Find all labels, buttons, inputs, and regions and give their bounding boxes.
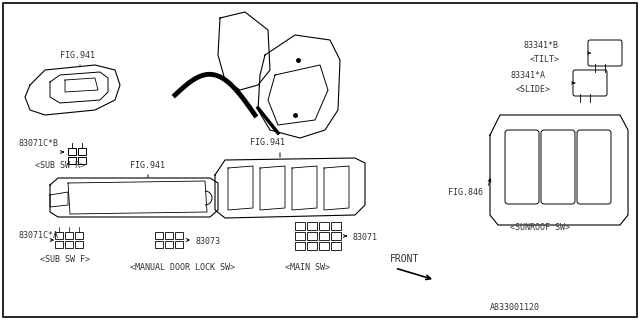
Bar: [165, 232, 173, 239]
Bar: [165, 241, 173, 248]
Bar: [55, 232, 63, 239]
Bar: [68, 157, 76, 164]
Bar: [307, 232, 317, 240]
Bar: [319, 242, 329, 250]
Text: FRONT: FRONT: [390, 254, 419, 264]
Text: FIG.846: FIG.846: [448, 188, 483, 197]
Bar: [75, 241, 83, 248]
Bar: [175, 241, 183, 248]
Bar: [75, 232, 83, 239]
Bar: [175, 232, 183, 239]
Text: <MANUAL DOOR LOCK SW>: <MANUAL DOOR LOCK SW>: [130, 263, 235, 272]
Bar: [331, 232, 341, 240]
Text: A833001120: A833001120: [490, 303, 540, 312]
Text: <SLIDE>: <SLIDE>: [516, 85, 551, 94]
Text: <TILT>: <TILT>: [530, 55, 560, 64]
Text: FIG.941: FIG.941: [250, 138, 285, 147]
Text: 83341*B: 83341*B: [524, 41, 559, 50]
Text: <SUB SW F>: <SUB SW F>: [40, 255, 90, 264]
Bar: [331, 242, 341, 250]
Bar: [295, 242, 305, 250]
Bar: [65, 241, 73, 248]
Bar: [68, 148, 76, 155]
Bar: [331, 222, 341, 230]
Bar: [295, 222, 305, 230]
Bar: [78, 148, 86, 155]
Bar: [307, 242, 317, 250]
Text: 83071C*B: 83071C*B: [18, 139, 58, 148]
Bar: [307, 222, 317, 230]
Bar: [295, 232, 305, 240]
Bar: [55, 241, 63, 248]
Bar: [155, 241, 163, 248]
Text: 83073: 83073: [195, 237, 220, 246]
Text: FIG.941: FIG.941: [60, 51, 95, 60]
Bar: [78, 157, 86, 164]
Text: FIG.941: FIG.941: [130, 161, 165, 170]
Bar: [65, 232, 73, 239]
Text: 83341*A: 83341*A: [510, 71, 545, 80]
Bar: [319, 232, 329, 240]
Bar: [319, 222, 329, 230]
Text: 83071: 83071: [352, 233, 377, 242]
Text: <SUNROOF SW>: <SUNROOF SW>: [510, 223, 570, 232]
Text: <SUB SW R>: <SUB SW R>: [35, 161, 85, 170]
Text: 83071C*A: 83071C*A: [18, 231, 58, 240]
Bar: [155, 232, 163, 239]
Text: <MAIN SW>: <MAIN SW>: [285, 263, 330, 272]
